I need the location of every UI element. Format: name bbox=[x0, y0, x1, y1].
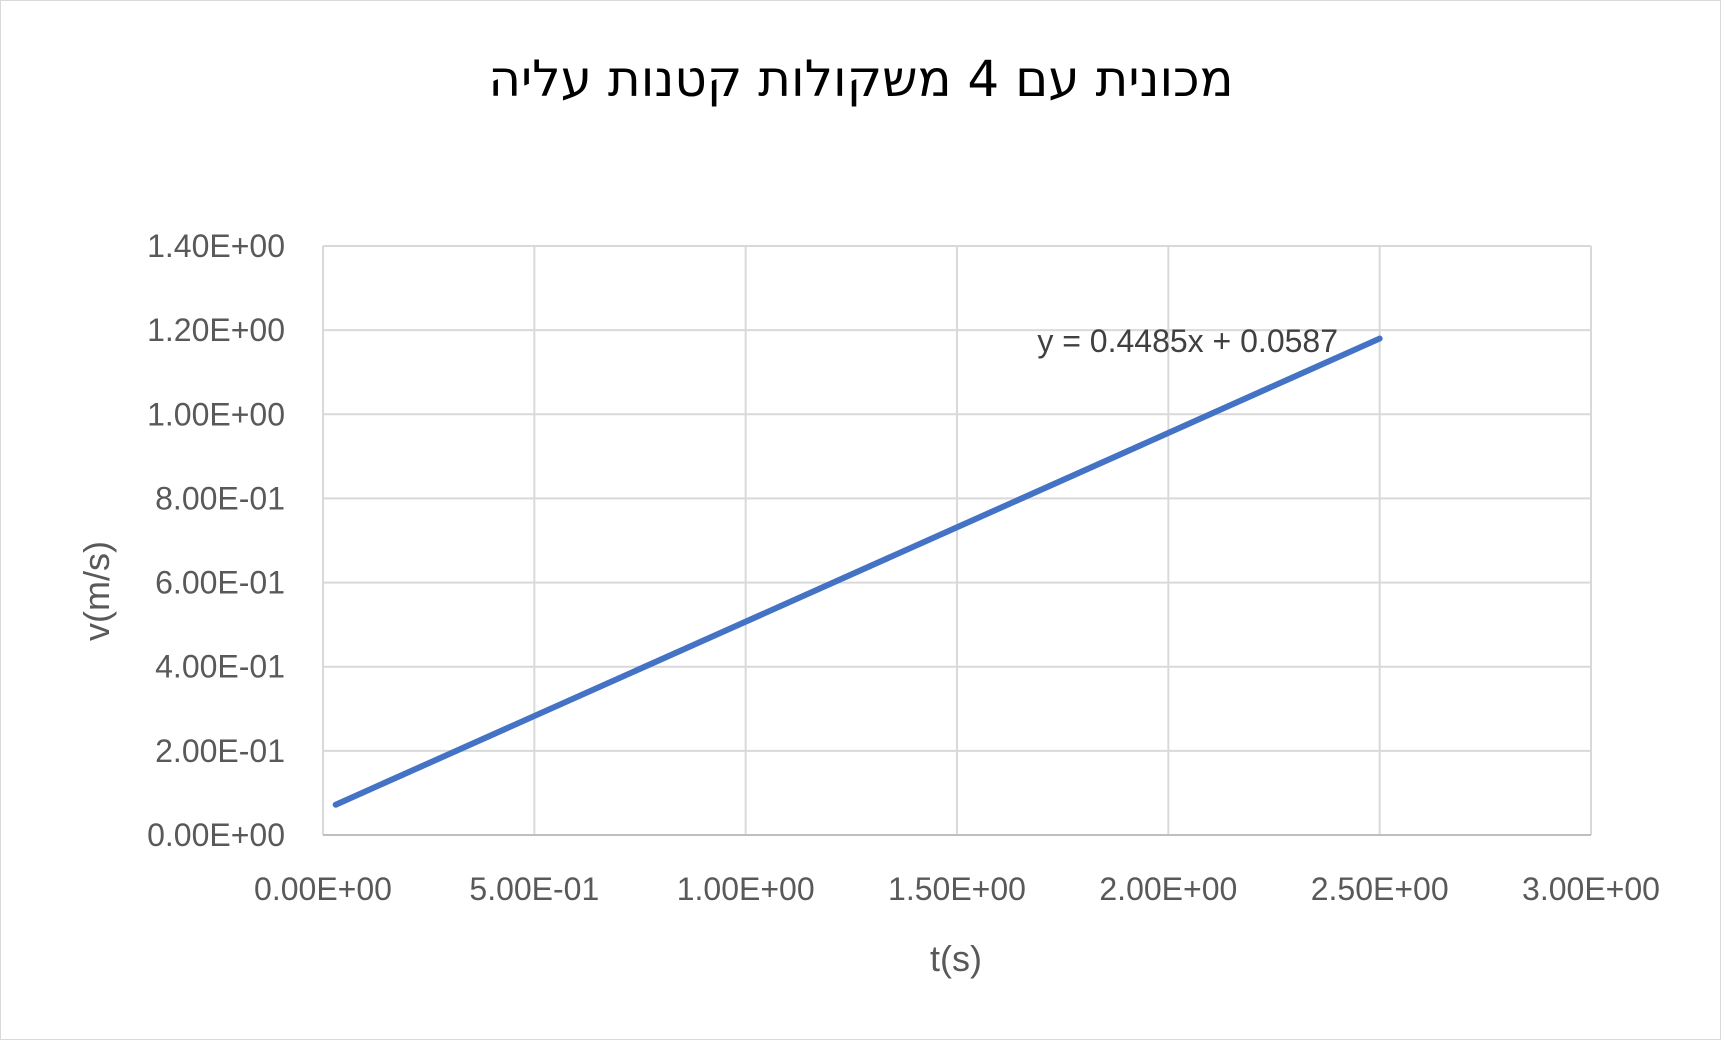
y-tick-label: 1.00E+00 bbox=[147, 396, 285, 432]
x-axis-label: t(s) bbox=[930, 938, 982, 979]
y-tick-label: 1.40E+00 bbox=[147, 228, 285, 264]
grid-layer bbox=[322, 245, 1592, 836]
trendline-equation: y = 0.4485x + 0.0587 bbox=[1037, 323, 1338, 359]
y-tick-label: 6.00E-01 bbox=[155, 565, 285, 601]
y-tick-label: 8.00E-01 bbox=[155, 480, 285, 516]
x-tick-label: 1.50E+00 bbox=[888, 871, 1026, 907]
tick-layer: 0.00E+00 2.00E-01 4.00E-01 6.00E-01 8.00E-01… bbox=[147, 228, 1660, 907]
x-tick-label: 2.50E+00 bbox=[1311, 871, 1449, 907]
series-line bbox=[332, 335, 1383, 808]
x-tick-label: 3.00E+00 bbox=[1522, 871, 1660, 907]
x-tick-label: 5.00E-01 bbox=[469, 871, 599, 907]
chart-title: מכונית עם 4 משקולות קטנות עליה bbox=[488, 50, 1233, 108]
y-tick-label: 1.20E+00 bbox=[147, 312, 285, 348]
x-tick-label: 1.00E+00 bbox=[677, 871, 815, 907]
y-axis-label: v(m/s) bbox=[76, 541, 117, 641]
x-tick-label: 0.00E+00 bbox=[254, 871, 392, 907]
y-tick-label: 4.00E-01 bbox=[155, 649, 285, 685]
y-tick-label: 2.00E-01 bbox=[155, 733, 285, 769]
x-tick-label: 2.00E+00 bbox=[1099, 871, 1237, 907]
y-tick-label: 0.00E+00 bbox=[147, 817, 285, 853]
series-layer bbox=[332, 335, 1383, 808]
